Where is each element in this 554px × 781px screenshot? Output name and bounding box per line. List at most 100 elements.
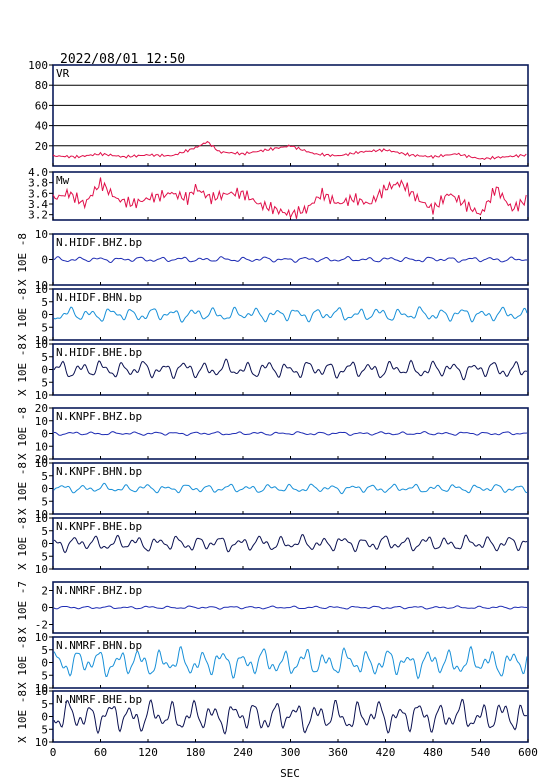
y-tick-label: 5: [41, 550, 48, 563]
panels-group: 10080604020VR4.03.83.63.43.2Mw10010N.HID…: [16, 59, 529, 749]
x-tick-label: 180: [186, 746, 206, 759]
panel-label: N.HIDF.BHN.bp: [56, 291, 142, 304]
panel-vr: 100 80 60 40 20 VR: [28, 59, 529, 167]
y-tick-label: 3.6: [28, 187, 48, 200]
panel-hidf-bhz: 10 0 10 N.HIDF.BHZ.bp X 10E -8: [16, 228, 529, 292]
y-tick-label: 10: [35, 508, 48, 521]
y-tick-label: 0: [41, 602, 48, 615]
y-axis-label: X 10E -8: [16, 636, 29, 689]
y-tick-label: 10: [35, 334, 48, 347]
y-tick-label: 10: [35, 283, 48, 296]
y-tick-label: -2: [35, 619, 48, 632]
y-tick-label: 5: [41, 644, 48, 657]
y-tick-label: 5: [41, 376, 48, 389]
series-line: [53, 698, 528, 735]
series-line: [53, 431, 528, 437]
y-tick-label: 10: [35, 338, 48, 351]
x-axis-label: SEC: [280, 767, 300, 780]
y-tick-label: 0: [41, 364, 48, 377]
y-tick-label: 40: [35, 120, 48, 133]
y-tick-label: 10: [35, 440, 48, 453]
y-tick-label: 5: [41, 669, 48, 682]
y-tick-label: 5: [41, 470, 48, 483]
panel-label: N.NMRF.BHN.bp: [56, 639, 142, 652]
panel-nmrf-bhz: 2 0 -2 N.NMRF.BHZ.bp X 10E -7: [16, 581, 529, 634]
y-tick-label: 10: [35, 736, 48, 749]
y-tick-label: 3.2: [28, 209, 48, 222]
panel-label: N.HIDF.BHZ.bp: [56, 236, 142, 249]
y-tick-label: 0: [41, 657, 48, 670]
y-tick-label: 10: [35, 457, 48, 470]
y-axis-label: X 10E -8: [16, 288, 29, 341]
panel-label: VR: [56, 67, 70, 80]
timestamp-title: 2022/08/01 12:50: [60, 52, 185, 67]
y-axis-label: X 10E -8: [16, 690, 29, 743]
x-tick-label: 420: [376, 746, 396, 759]
y-tick-label: 5: [41, 723, 48, 736]
y-tick-label: 10: [35, 563, 48, 576]
y-tick-label: 5: [41, 321, 48, 334]
panel-label: Mw: [56, 174, 70, 187]
y-tick-label: 10: [35, 682, 48, 695]
panel-label: N.KNPF.BHE.bp: [56, 520, 142, 533]
y-tick-label: 0: [41, 309, 48, 322]
x-axis: 0 60 120 180 240 300 360 420 480 540 600: [50, 746, 538, 759]
y-tick-label: 0: [41, 711, 48, 724]
y-tick-label: 3.4: [28, 198, 48, 211]
y-axis-label: X 10E -7: [16, 581, 29, 634]
y-tick-label: 0: [41, 538, 48, 551]
series-line: [53, 255, 528, 264]
y-tick-label: 80: [35, 79, 48, 92]
x-tick-label: 120: [138, 746, 158, 759]
y-tick-label: 60: [35, 99, 48, 112]
y-axis-label: X 10E -8: [16, 233, 29, 286]
y-tick-label: 10: [35, 389, 48, 402]
y-tick-label: 20: [35, 453, 48, 466]
y-axis-label: X 10E -8: [16, 517, 29, 570]
y-tick-label: 20: [35, 140, 48, 153]
panel-label: N.NMRF.BHE.bp: [56, 693, 142, 706]
y-tick-label: 5: [41, 296, 48, 309]
y-axis-label: X 10E -8: [16, 407, 29, 460]
series-line: [53, 306, 528, 323]
series-line: [53, 358, 528, 381]
panel-frame: [52, 64, 529, 167]
x-tick-label: 600: [518, 746, 538, 759]
series-line: [53, 534, 528, 554]
x-tick-label: 240: [233, 746, 253, 759]
y-tick-label: 10: [35, 415, 48, 428]
series-line: [53, 605, 528, 610]
series-line: [53, 645, 528, 680]
y-tick-label: 0: [41, 428, 48, 441]
x-tick-label: 540: [471, 746, 491, 759]
y-tick-label: 5: [41, 351, 48, 364]
y-tick-label: 10: [35, 685, 48, 698]
x-tick-label: 360: [328, 746, 348, 759]
y-tick-label: 10: [35, 279, 48, 292]
series-line: [52, 140, 527, 160]
x-tick-label: 0: [50, 746, 57, 759]
series-line: [53, 482, 528, 495]
series-line: [52, 177, 527, 220]
y-tick-label: 100: [28, 59, 48, 72]
y-tick-label: 10: [35, 512, 48, 525]
y-tick-label: 10: [35, 228, 48, 241]
panel-label: N.HIDF.BHE.bp: [56, 346, 142, 359]
y-axis-label: X 10E -8: [16, 462, 29, 515]
y-tick-label: 20: [35, 402, 48, 415]
x-tick-label: 60: [94, 746, 107, 759]
y-tick-label: 10: [35, 631, 48, 644]
y-tick-label: 5: [41, 495, 48, 508]
y-tick-label: 3.8: [28, 177, 48, 190]
y-axis-label: X 10E -8: [16, 343, 29, 396]
y-tick-label: 5: [41, 525, 48, 538]
panel-frame: [52, 171, 529, 221]
panel-label: N.KNPF.BHN.bp: [56, 465, 142, 478]
